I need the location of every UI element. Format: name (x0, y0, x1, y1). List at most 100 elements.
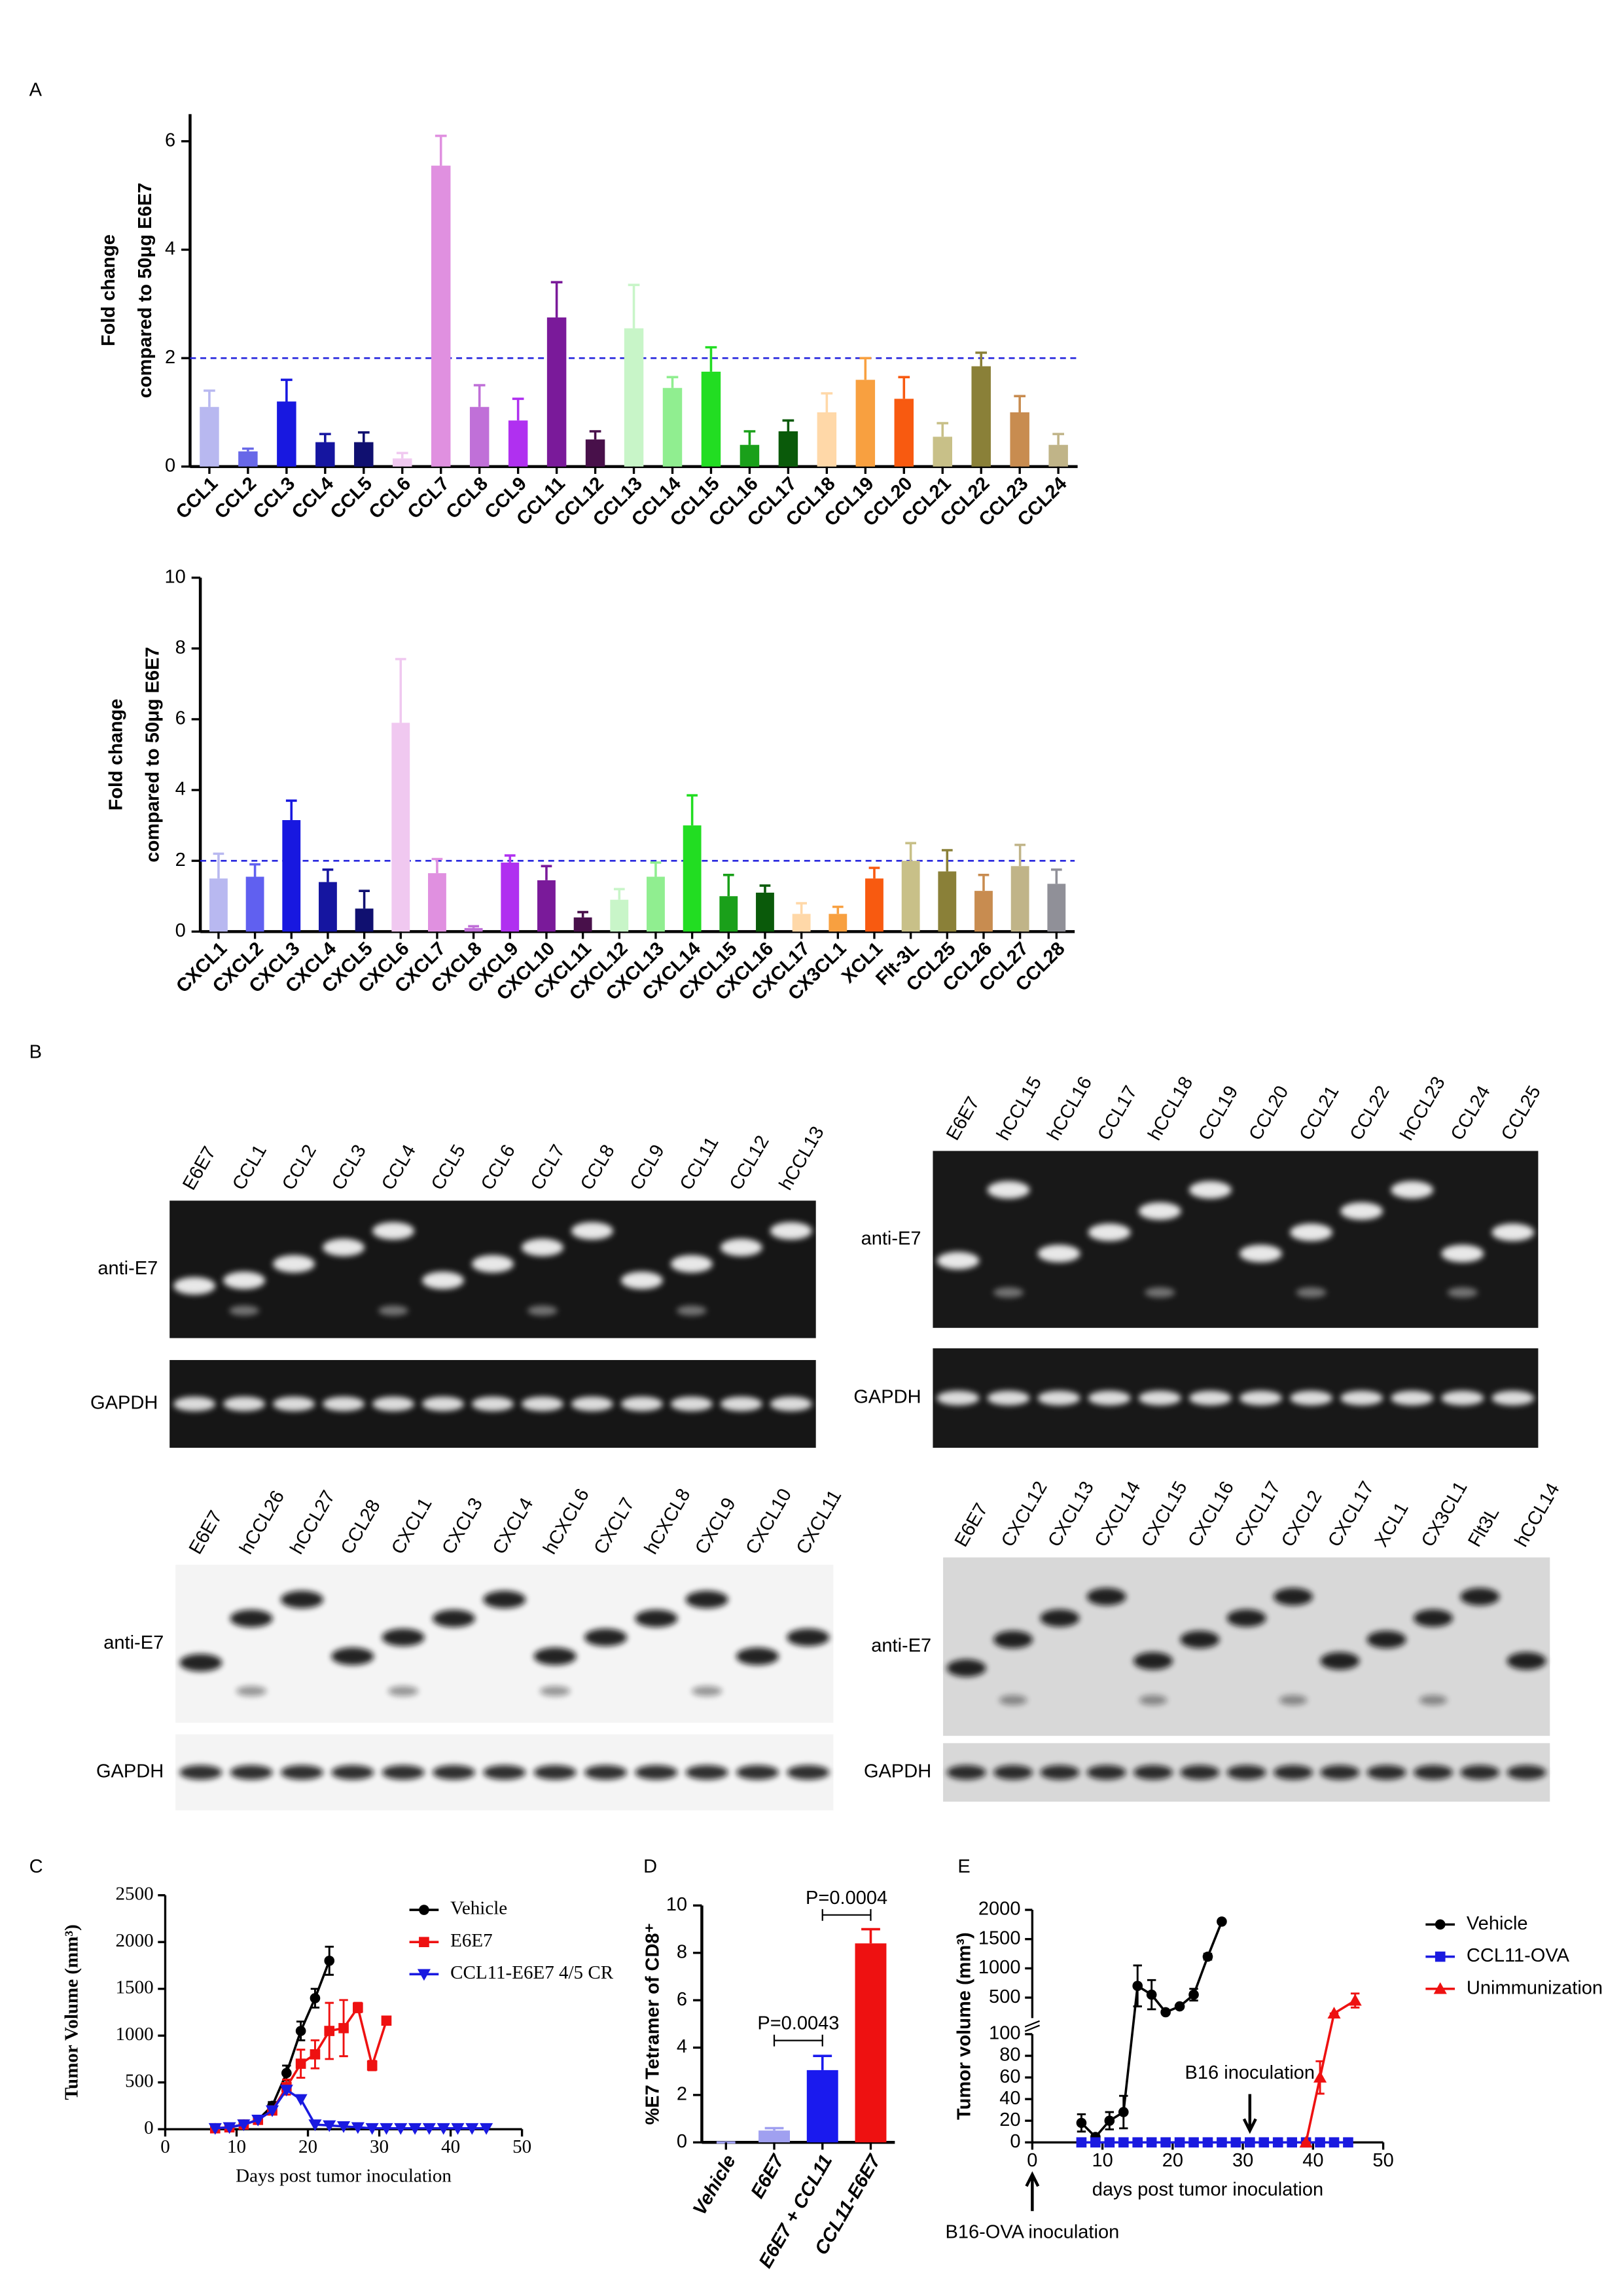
band (372, 1222, 414, 1240)
y-tick-label: 6 (175, 708, 186, 729)
data-point (251, 2115, 265, 2126)
lane-label: CCL17 (1094, 1083, 1141, 1144)
band (787, 1765, 830, 1780)
y-tick-label: 4 (175, 779, 186, 800)
lane-label: CCL25 (1497, 1083, 1545, 1144)
y-tick-label: 6 (677, 1989, 687, 2010)
data-point (336, 2121, 351, 2133)
error-bar (705, 346, 717, 372)
data-point (1348, 1994, 1362, 2006)
row-label: GAPDH (96, 1761, 164, 1782)
lane-label: hCCL23 (1397, 1073, 1450, 1144)
y-axis-label: compared to 50μg E6E7 (142, 647, 163, 862)
bar (354, 442, 374, 467)
bar (792, 914, 811, 932)
bar (508, 420, 528, 467)
y-tick-label: 0 (165, 456, 175, 476)
lane-label: hCCL13 (776, 1123, 829, 1194)
lane-label: CCL24 (1447, 1083, 1495, 1144)
band (1447, 1287, 1478, 1298)
data-point (365, 2123, 379, 2135)
lane-label: CXCL11 (793, 1486, 846, 1558)
data-point (1090, 2137, 1101, 2148)
error-bar (975, 351, 988, 367)
band (677, 1305, 707, 1316)
error-bar (1050, 868, 1062, 884)
bar (933, 437, 952, 467)
band (635, 1609, 678, 1628)
data-point (422, 2123, 436, 2135)
band (422, 1271, 464, 1289)
y-tick-label: 2 (175, 850, 186, 870)
bar (756, 892, 774, 932)
band (323, 1396, 365, 1412)
panel-letter: C (29, 1856, 43, 1877)
band (720, 1238, 762, 1257)
y-tick-label: 2 (165, 347, 175, 368)
band (1320, 1652, 1360, 1670)
error-bar (832, 905, 844, 914)
y-tick-label: 1000 (116, 2024, 154, 2045)
data-point (351, 2122, 365, 2134)
band (571, 1396, 613, 1412)
band (1088, 1223, 1131, 1242)
legend-marker (1433, 1982, 1447, 1994)
band (273, 1396, 315, 1412)
band (223, 1396, 266, 1412)
p-value: P=0.0004 (806, 1888, 887, 1909)
y-tick-label: 2 (677, 2084, 687, 2105)
band (280, 1590, 323, 1609)
y-tick-label: 80 (999, 2045, 1020, 2066)
data-point (223, 2122, 236, 2134)
lane-label: CCL22 (1346, 1083, 1394, 1144)
band (1391, 1181, 1434, 1199)
y-tick-label: 0 (175, 920, 186, 941)
bar (315, 442, 335, 467)
error-bar (322, 868, 334, 882)
band (584, 1765, 627, 1780)
y-tick-label: 0 (1010, 2131, 1020, 2152)
panel: anti-E7 GAPDH E6E7 CCL1 CCL2 CCL3 CCL4 CCL5 CCL6… (90, 1123, 829, 1448)
x-tick-label: CCL3 (249, 473, 299, 523)
lane-label: hCCL15 (993, 1073, 1046, 1144)
data-point (1160, 2137, 1171, 2148)
data-point (451, 2123, 465, 2135)
bar (355, 908, 374, 932)
error-bar (473, 384, 486, 407)
error-bar (550, 281, 563, 318)
y-tick-label: 1500 (116, 1977, 154, 1998)
error-bar (764, 2126, 784, 2131)
blot-membrane (175, 1564, 834, 1723)
x-tick-label: E6E7 (747, 2150, 789, 2202)
bar (537, 880, 556, 932)
panel-letter: E (957, 1856, 970, 1877)
band (521, 1396, 563, 1412)
y-axis-label: Tumor volume (mm³) (954, 1932, 974, 2120)
band (1139, 1695, 1168, 1706)
band (691, 1685, 722, 1696)
band (1491, 1390, 1535, 1406)
x-tick-label: CCL1 (172, 473, 222, 523)
error-bar (395, 658, 406, 723)
error-bar (1014, 844, 1026, 867)
band (1414, 1609, 1453, 1627)
bar (865, 878, 883, 932)
legend-label: Vehicle (450, 1898, 507, 1919)
error-bar (577, 910, 588, 918)
band (1133, 1765, 1173, 1780)
band (1414, 1765, 1453, 1780)
data-point (1217, 2137, 1227, 2148)
bar (428, 873, 446, 932)
error-bar (281, 378, 293, 402)
x-tick-label: 10 (1092, 2150, 1113, 2171)
band (1086, 1588, 1126, 1605)
lane-label: CCL6 (477, 1141, 520, 1194)
bar (817, 412, 837, 467)
band (1419, 1695, 1448, 1706)
band (620, 1396, 663, 1412)
data-point (1287, 2137, 1297, 2148)
lane-label: hCCL16 (1043, 1073, 1096, 1144)
y-tick-label: 4 (677, 2036, 687, 2057)
